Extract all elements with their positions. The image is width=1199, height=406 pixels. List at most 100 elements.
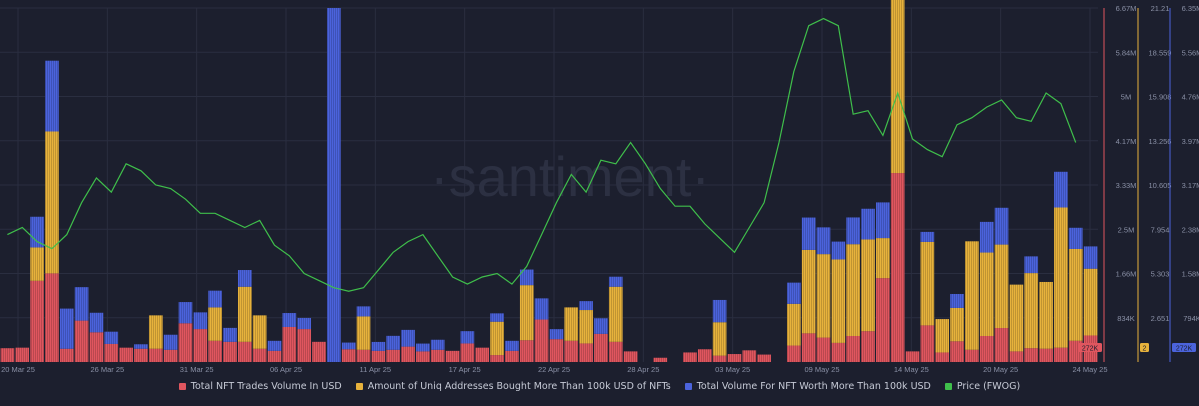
bar-red: [979, 335, 994, 362]
y-tick-label-yellow: 5.303: [1151, 270, 1170, 279]
bar-yellow: [238, 286, 252, 342]
bar-red: [623, 351, 638, 362]
bar-blue: [994, 207, 1009, 245]
bar-red: [1054, 347, 1068, 362]
bar-blue: [519, 269, 534, 286]
bar-red: [148, 348, 163, 362]
y-tick-label-blue: 2.38M: [1182, 225, 1199, 234]
bar-red: [238, 341, 252, 362]
y-tick-label-blue: 794K: [1183, 314, 1199, 323]
bar-red: [534, 319, 549, 362]
min-marker-label-red: 272K: [1082, 346, 1099, 353]
legend-item-uniq-addresses[interactable]: Amount of Uniq Addresses Bought More Tha…: [355, 381, 671, 392]
min-marker-red: [1078, 343, 1102, 352]
bar-red: [564, 340, 579, 362]
bar-blue: [327, 8, 341, 362]
price-line-layer: [7, 17, 1077, 292]
bar-red: [876, 278, 890, 362]
bar-blue: [163, 334, 178, 350]
bar-yellow: [712, 322, 727, 356]
bar-blue: [341, 342, 356, 350]
bar-red: [45, 273, 59, 362]
legend-item-nft-trades-volume[interactable]: Total NFT Trades Volume In USD: [178, 381, 342, 392]
bar-red: [1039, 348, 1053, 362]
bar-blue: [712, 299, 727, 323]
bar-red: [1009, 351, 1024, 362]
bar-red: [579, 343, 593, 362]
bar-yellow: [1009, 284, 1024, 352]
y-tick-label-red: 834K: [1117, 314, 1135, 323]
bar-red: [445, 350, 460, 362]
bar-red: [905, 351, 920, 362]
bar-red: [608, 341, 623, 362]
bar-red: [787, 345, 801, 362]
x-tick-label: 14 May 25: [894, 365, 929, 374]
bar-red: [890, 173, 905, 362]
bar-red: [341, 349, 356, 362]
bar-red: [89, 332, 104, 362]
y-tick-label-red: 3.33M: [1116, 181, 1137, 190]
bar-blue: [876, 202, 890, 239]
legend-label: Total NFT Trades Volume In USD: [190, 381, 342, 392]
bar-blue: [861, 208, 875, 240]
bar-yellow: [564, 307, 579, 341]
y-tick-label-red: 2.5M: [1118, 225, 1135, 234]
bar-blue: [579, 301, 593, 311]
bar-red: [727, 354, 742, 362]
legend: Total NFT Trades Volume In USD Amount of…: [0, 381, 1199, 392]
bar-yellow: [979, 252, 994, 336]
bar-yellow: [920, 241, 935, 326]
bar-red: [475, 347, 490, 362]
x-tick-label: 28 Apr 25: [627, 365, 659, 374]
bar-red: [831, 342, 846, 362]
legend-item-volume-over-100k[interactable]: Total Volume For NFT Worth More Than 100…: [684, 381, 931, 392]
x-tick-label: 20 Mar 25: [1, 365, 35, 374]
bar-red: [0, 348, 15, 362]
bar-blue: [193, 312, 208, 330]
bar-blue: [30, 216, 44, 248]
bar-blue: [534, 298, 549, 320]
x-tick-label: 17 Apr 25: [449, 365, 481, 374]
bar-blue: [223, 327, 237, 342]
bar-yellow: [519, 285, 534, 341]
bar-blue: [549, 329, 564, 340]
min-marker-yellow: [1140, 343, 1149, 352]
bar-red: [356, 349, 371, 362]
yellow-swatch-icon: [355, 383, 363, 390]
bar-blue: [608, 276, 623, 287]
bar-blue: [356, 306, 371, 317]
legend-item-price[interactable]: Price (FWOG): [944, 381, 1020, 392]
y-tick-label-blue: 3.17M: [1182, 181, 1199, 190]
bar-red: [549, 339, 564, 362]
bar-red: [223, 341, 237, 362]
bar-blue: [238, 270, 252, 287]
grid: [0, 7, 1098, 362]
bar-red: [920, 325, 935, 362]
y-tick-label-yellow: 10.605: [1149, 181, 1172, 190]
bar-red: [742, 350, 757, 362]
y-tick-label-blue: 1.58M: [1182, 270, 1199, 279]
bar-blue: [267, 340, 282, 351]
y-tick-label-yellow: 7.954: [1151, 225, 1170, 234]
x-tick-label: 09 May 25: [804, 365, 839, 374]
bar-yellow: [1039, 281, 1053, 349]
bar-red: [1024, 348, 1039, 362]
x-tick-label: 24 May 25: [1072, 365, 1107, 374]
bar-blue: [371, 341, 386, 351]
bar-red: [371, 350, 386, 362]
bar-blue: [1024, 256, 1039, 274]
y-tick-label-yellow: 2.651: [1151, 314, 1170, 323]
bar-yellow: [965, 241, 979, 350]
bar-yellow: [1068, 248, 1083, 341]
bar-blue: [430, 339, 445, 350]
bar-red: [683, 352, 697, 362]
bar-blue: [134, 344, 148, 349]
bar-blue: [950, 293, 964, 308]
bar-red: [59, 348, 74, 362]
y-tick-label-red: 5M: [1121, 93, 1131, 102]
bar-red: [994, 328, 1009, 362]
bar-yellow: [30, 247, 44, 281]
bar-yellow: [890, 0, 905, 174]
bar-yellow: [816, 254, 831, 338]
bar-blue: [74, 287, 89, 321]
